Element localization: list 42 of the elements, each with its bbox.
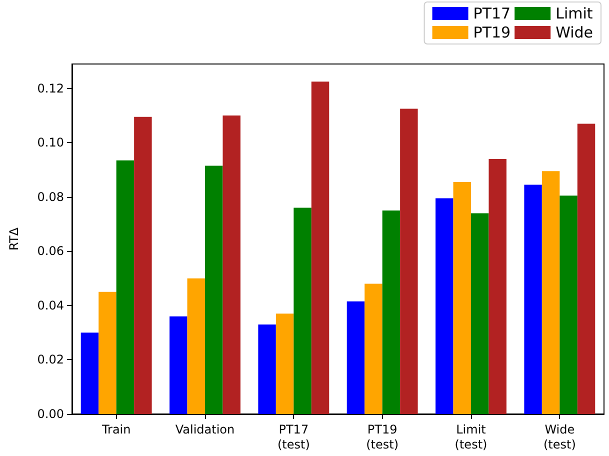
bar [542,171,560,414]
y-axis-title: RTΔ [7,226,21,251]
x-tick-label: PT19 (test) [366,422,399,452]
x-tick-label: Train [100,422,131,436]
bar [346,301,365,414]
bar [453,182,471,414]
y-tick-label: 0.04 [37,298,64,312]
bar [276,314,294,414]
y-tick-label: 0.12 [37,81,64,96]
y-tick-label: 0.10 [37,136,64,150]
x-tick-label: Wide (test) [543,422,576,452]
bar [560,196,578,414]
bar [524,184,542,414]
bar [116,160,134,414]
bar [294,208,312,414]
bar [170,316,188,414]
x-tick-label: Validation [175,422,235,436]
bar [382,210,400,414]
legend-label: PT19 [473,24,511,42]
bar [400,108,418,414]
bar [205,166,223,414]
bar [364,284,382,414]
legend-label: Limit [556,4,593,22]
legend-label: Wide [556,24,594,42]
x-tick-label: PT17 (test) [277,422,310,452]
bar [577,124,596,414]
x-tick-label: Limit (test) [454,422,488,452]
bar [222,116,240,414]
y-tick-label: 0.08 [37,190,64,204]
y-tick-label: 0.06 [37,244,64,258]
bar [471,213,489,414]
y-tick-label: 0.00 [37,407,64,421]
y-tick-label: 0.02 [37,352,64,367]
bar [436,198,454,414]
bar [258,324,276,414]
bar [488,158,506,414]
bar [311,82,330,414]
bar [98,292,116,414]
bar [134,116,152,414]
bar [187,278,205,414]
legend-label: PT17 [473,4,511,22]
bar [80,332,99,414]
